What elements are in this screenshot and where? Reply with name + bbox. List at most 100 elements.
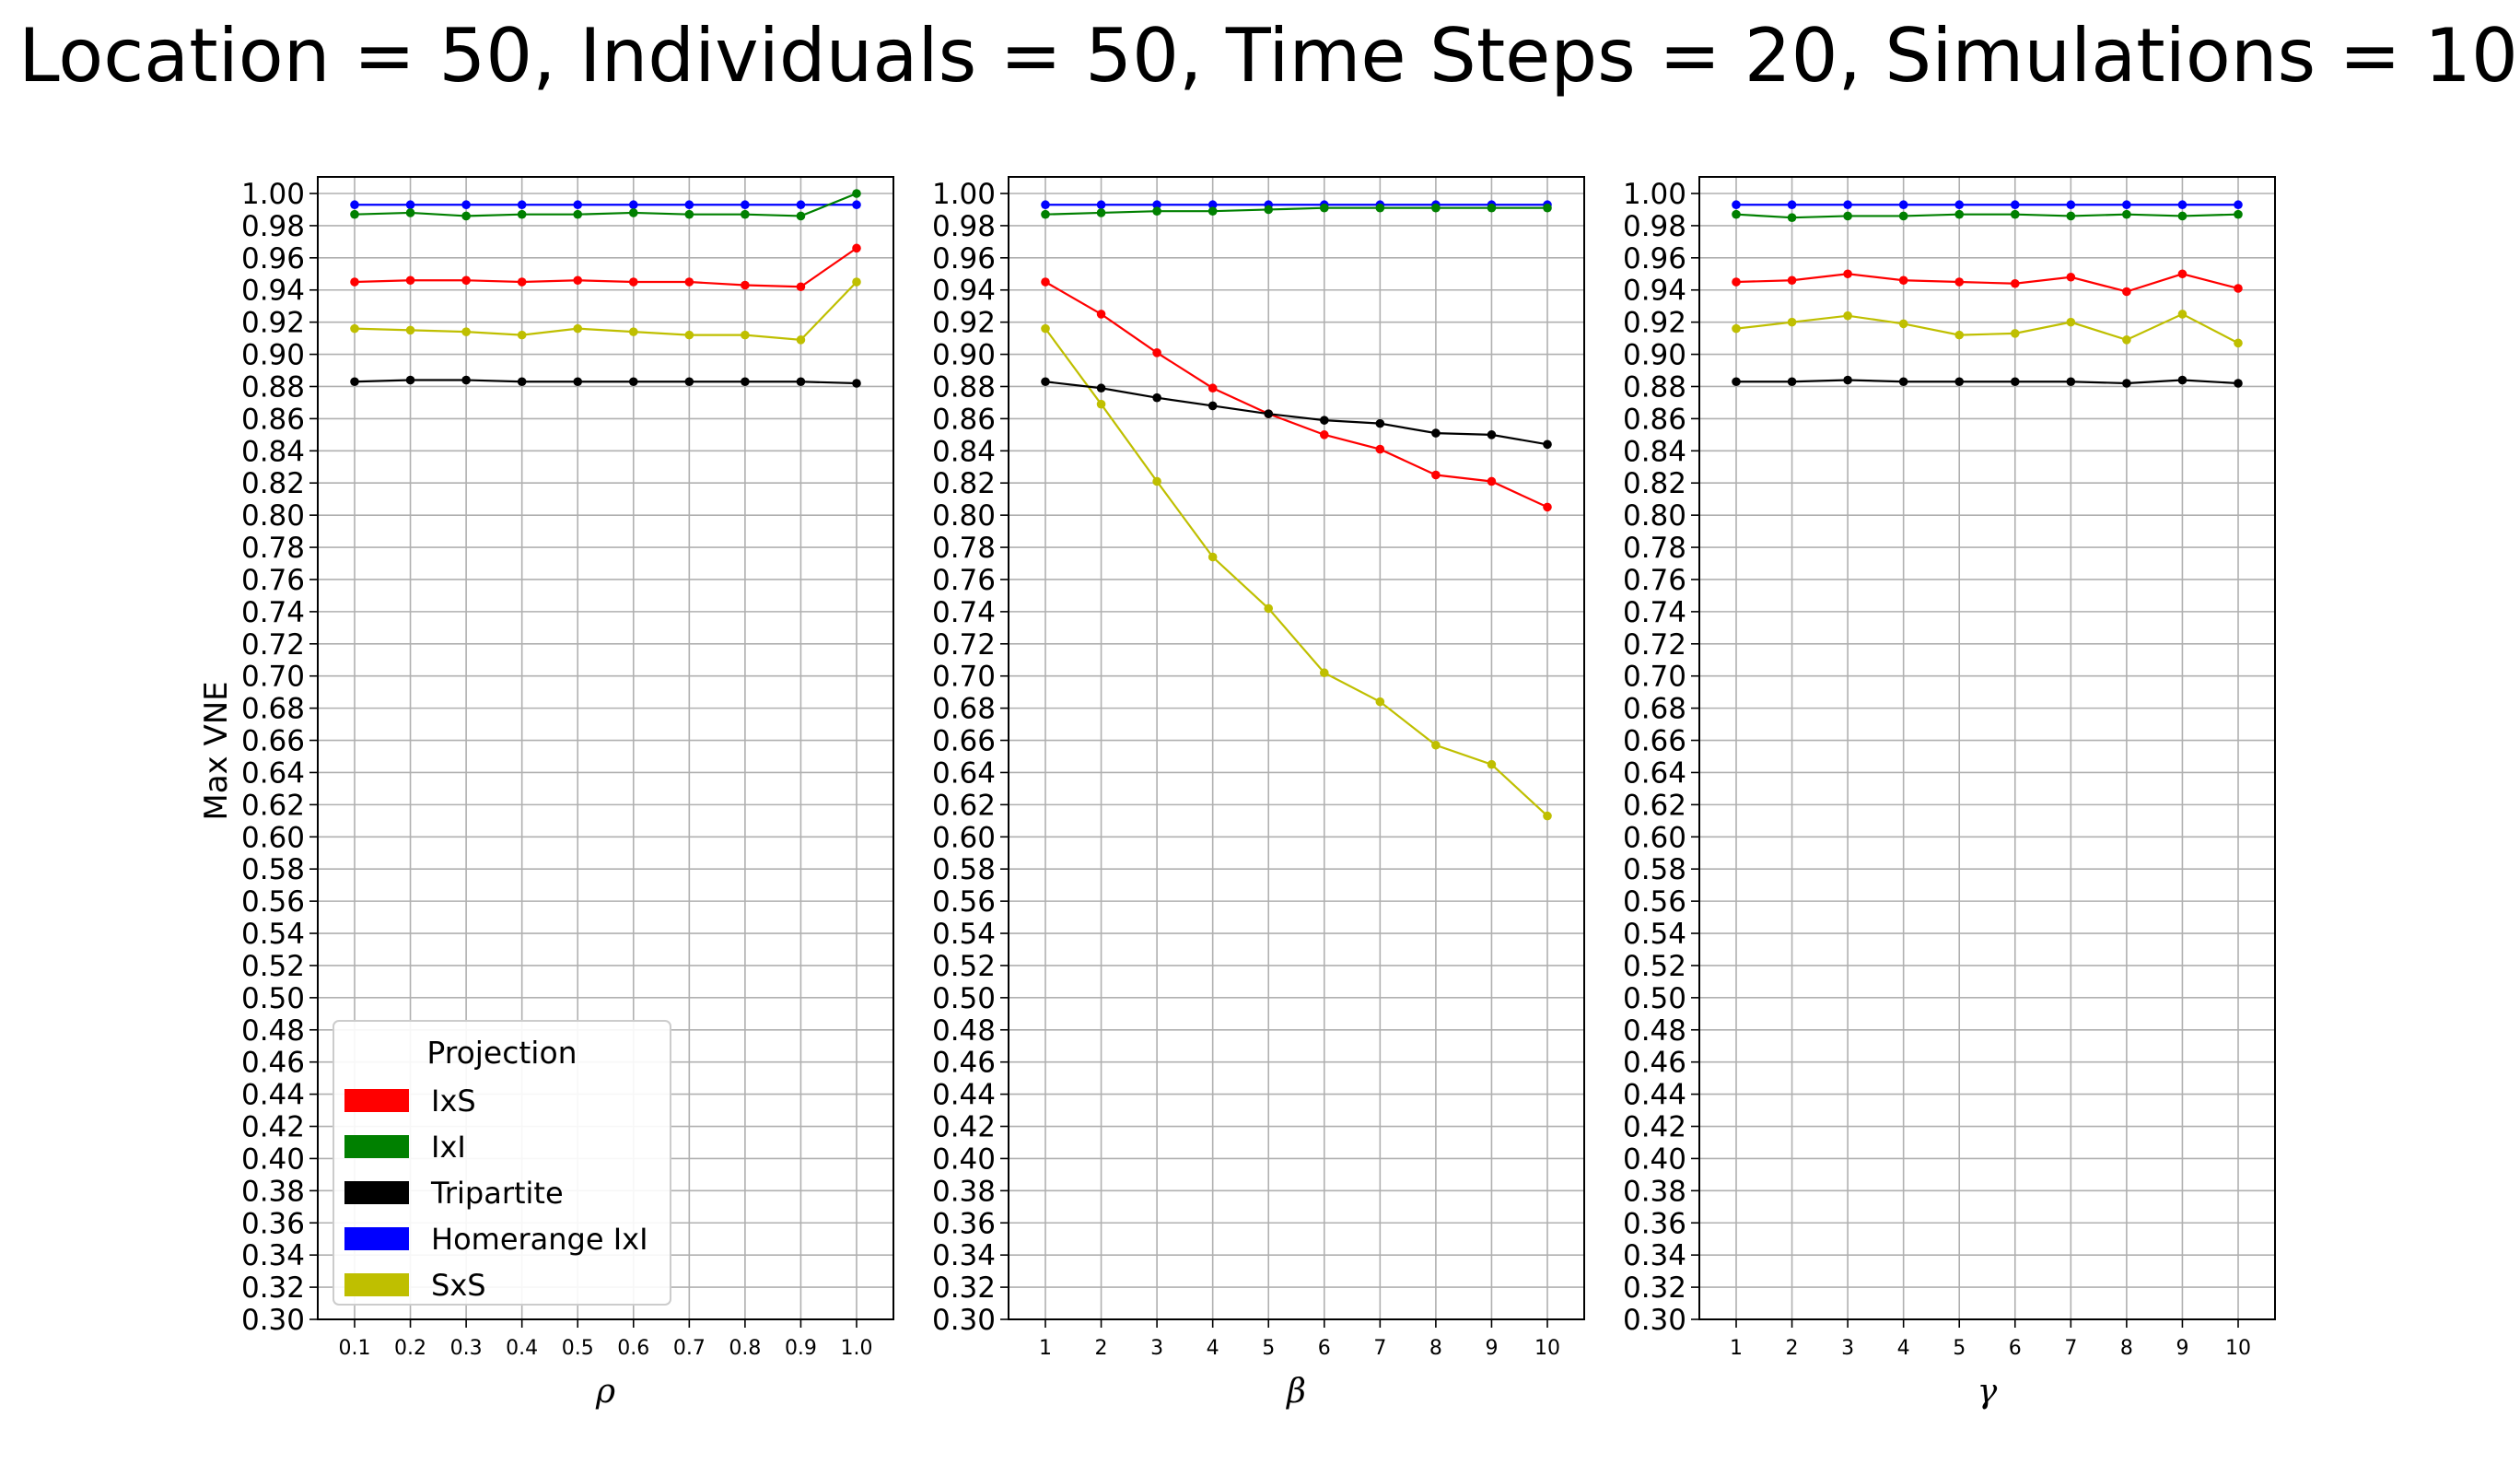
series-line [1044, 206, 1547, 216]
data-point [1431, 470, 1441, 480]
y-tick-label: 0.48 [241, 1014, 305, 1048]
y-tick-label: 0.32 [1623, 1271, 1686, 1305]
y-axis-label: Max VNE [198, 681, 235, 820]
data-point [2122, 379, 2131, 388]
data-point [1787, 377, 1797, 387]
x-tick-label: 6 [2009, 1337, 2022, 1360]
y-tick-label: 0.48 [1623, 1014, 1686, 1048]
series-line [1044, 381, 1548, 446]
y-tick-label: 0.36 [1623, 1207, 1686, 1240]
x-tick-label: 9 [2176, 1337, 2188, 1360]
legend-swatch [344, 1181, 409, 1204]
data-point [2122, 287, 2131, 297]
y-tick-label: 0.38 [241, 1175, 305, 1208]
x-tick-label: 0.5 [562, 1337, 594, 1360]
y-tick-label: 0.34 [932, 1239, 996, 1272]
data-point [1787, 275, 1797, 286]
y-tick-label: 0.72 [932, 628, 996, 662]
series-sxs [350, 277, 861, 345]
data-point [1096, 208, 1106, 217]
y-tick-label: 0.72 [1623, 628, 1686, 662]
y-tick-label: 0.50 [1623, 982, 1686, 1015]
data-point [1843, 211, 1852, 221]
data-point [2234, 284, 2243, 293]
y-tick-label: 0.70 [241, 661, 305, 694]
series-line [354, 247, 858, 288]
data-point [1096, 310, 1106, 319]
data-point [684, 277, 694, 287]
data-point [405, 200, 415, 210]
x-tick-label: 0.6 [617, 1337, 649, 1360]
y-tick-label: 0.56 [241, 885, 305, 919]
data-point [1732, 200, 1741, 210]
data-point [796, 211, 806, 221]
series-line [1736, 379, 2239, 385]
y-tick-label: 0.86 [1623, 403, 1686, 436]
y-tick-label: 0.30 [932, 1304, 996, 1337]
x-tick-label: 4 [1897, 1337, 1910, 1360]
y-tick-label: 1.00 [241, 178, 305, 211]
y-tick-label: 0.46 [932, 1047, 996, 1080]
y-tick-label: 0.44 [932, 1079, 996, 1112]
y-tick-label: 0.44 [1623, 1079, 1686, 1112]
data-point [405, 208, 415, 217]
y-tick-label: 0.48 [932, 1014, 996, 1048]
data-point [2010, 377, 2020, 387]
data-point [2177, 375, 2188, 385]
legend-label: Homerange IxI [431, 1222, 648, 1257]
data-point [2177, 269, 2188, 279]
series-line [354, 281, 858, 342]
y-tick-label: 0.46 [1623, 1047, 1686, 1080]
y-tick-label: 0.52 [241, 950, 305, 983]
data-point [2122, 335, 2131, 345]
y-tick-label: 0.44 [241, 1079, 305, 1112]
x-tick-label: 7 [2064, 1337, 2077, 1360]
x-tick-label: 8 [1429, 1337, 1442, 1360]
data-point [1732, 323, 1741, 334]
subplot-3: 0.300.320.340.360.380.400.420.440.460.48… [1623, 176, 2276, 1411]
data-point [1543, 439, 1552, 450]
x-tick-label: 1.0 [841, 1337, 873, 1360]
y-tick-label: 0.70 [932, 661, 996, 694]
data-point [1319, 668, 1329, 678]
x-tick-label: 4 [1207, 1337, 1219, 1360]
data-point [1732, 209, 1741, 219]
data-point [2122, 200, 2131, 210]
data-point [741, 280, 750, 290]
data-point [1487, 430, 1497, 439]
data-point [1041, 323, 1050, 334]
y-tick-label: 0.94 [241, 275, 305, 308]
y-tick-label: 0.38 [932, 1175, 996, 1208]
data-point [2010, 329, 2020, 338]
data-point [1375, 697, 1385, 707]
data-point [2010, 209, 2020, 219]
data-point [2066, 272, 2076, 282]
data-point [517, 330, 527, 340]
data-point [461, 327, 471, 336]
data-point [1431, 740, 1441, 750]
y-tick-label: 0.76 [932, 564, 996, 597]
x-tick-label: 8 [2120, 1337, 2133, 1360]
legend-label: IxI [431, 1130, 466, 1165]
figure-title: Location = 50, Individuals = 50, Time St… [18, 13, 2518, 99]
series-ixs [350, 243, 861, 292]
series-tripartite [1041, 377, 1552, 450]
y-tick-label: 0.40 [932, 1142, 996, 1176]
data-point [1732, 277, 1741, 287]
data-point [2177, 211, 2188, 221]
data-point [2066, 377, 2076, 387]
data-point [1487, 759, 1497, 769]
data-point [796, 282, 806, 292]
data-point [2122, 209, 2131, 219]
series-ixi [350, 189, 861, 221]
x-tick-label: 3 [1841, 1337, 1854, 1360]
data-point [517, 209, 527, 219]
data-point [1732, 377, 1741, 387]
data-point [852, 189, 861, 198]
data-point [1543, 502, 1552, 512]
data-point [1431, 203, 1441, 213]
y-tick-label: 0.98 [1623, 210, 1686, 243]
y-tick-label: 0.96 [932, 242, 996, 275]
x-tick-label: 0.7 [673, 1337, 706, 1360]
